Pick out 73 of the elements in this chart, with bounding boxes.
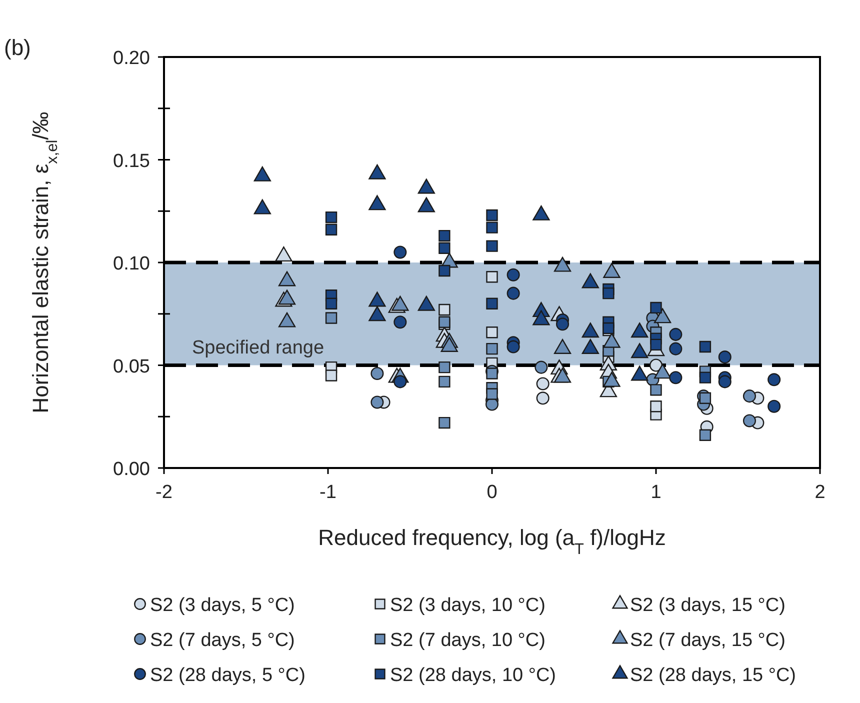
legend-label: S2 (28 days, 5 °C) xyxy=(150,665,306,686)
point xyxy=(486,388,498,400)
point xyxy=(534,360,548,374)
point xyxy=(768,373,781,386)
x-tick-label: -1 xyxy=(320,482,336,503)
point xyxy=(649,358,663,372)
point xyxy=(650,302,662,314)
point xyxy=(536,377,550,390)
point xyxy=(602,287,614,300)
point xyxy=(699,372,712,384)
y-tick-label: 0.15 xyxy=(113,150,150,172)
point xyxy=(669,342,682,356)
point xyxy=(718,375,732,388)
point xyxy=(325,312,338,324)
point xyxy=(486,240,498,252)
x-tick-label: 1 xyxy=(650,482,662,503)
point xyxy=(325,224,338,236)
point xyxy=(536,392,550,405)
point xyxy=(650,400,662,412)
y-tick-label: 0.00 xyxy=(113,459,150,480)
legend-label: S2 (7 days, 5 °C) xyxy=(150,630,295,651)
point xyxy=(486,271,498,283)
point xyxy=(699,340,712,353)
y-tick-label: 0.05 xyxy=(113,356,150,378)
y-tick-label: 0.20 xyxy=(113,48,150,69)
point xyxy=(325,370,338,382)
point xyxy=(486,342,498,355)
point xyxy=(699,392,712,404)
point xyxy=(718,350,732,364)
point xyxy=(650,338,662,351)
x-tick-label: 2 xyxy=(814,482,826,503)
legend-label: S2 (7 days, 15 °C) xyxy=(630,630,786,651)
y-tick-label: 0.10 xyxy=(113,254,150,274)
point xyxy=(506,340,520,354)
point xyxy=(506,286,520,300)
point xyxy=(394,246,407,259)
point xyxy=(370,366,384,380)
point xyxy=(325,211,338,224)
x-axis-title: Reduced frequency, log (a$_{T}$ f)/logHz xyxy=(318,525,666,558)
point xyxy=(438,304,450,316)
point xyxy=(486,222,498,234)
point xyxy=(438,376,450,388)
point xyxy=(742,414,756,428)
point xyxy=(438,264,450,277)
band-label: Specified range xyxy=(192,337,324,358)
point xyxy=(669,328,682,341)
point xyxy=(438,230,450,242)
x-tick-label: 0 xyxy=(486,482,498,503)
point xyxy=(438,416,450,429)
x-tick-label: -2 xyxy=(156,482,172,503)
point xyxy=(438,242,450,254)
point xyxy=(506,268,520,282)
point xyxy=(486,368,498,380)
point xyxy=(669,371,682,384)
point xyxy=(486,209,498,222)
legend-label: S2 (3 days, 5 °C) xyxy=(150,595,295,616)
point xyxy=(556,318,570,331)
legend-label: S2 (7 days, 10 °C) xyxy=(390,630,546,651)
legend-label: S2 (28 days, 15 °C) xyxy=(630,665,796,686)
point xyxy=(768,400,781,413)
legend-label: S2 (3 days, 15 °C) xyxy=(630,595,786,616)
point xyxy=(699,429,712,441)
point xyxy=(438,361,450,374)
point xyxy=(394,316,407,329)
legend-label: S2 (3 days, 10 °C) xyxy=(390,595,546,616)
legend-label: S2 (28 days, 10 °C) xyxy=(390,665,556,686)
point xyxy=(742,390,756,403)
point xyxy=(650,384,662,396)
point xyxy=(325,298,338,310)
point xyxy=(486,326,498,338)
point xyxy=(370,396,384,409)
point xyxy=(486,298,498,310)
chart-title: (b) xyxy=(4,35,31,60)
